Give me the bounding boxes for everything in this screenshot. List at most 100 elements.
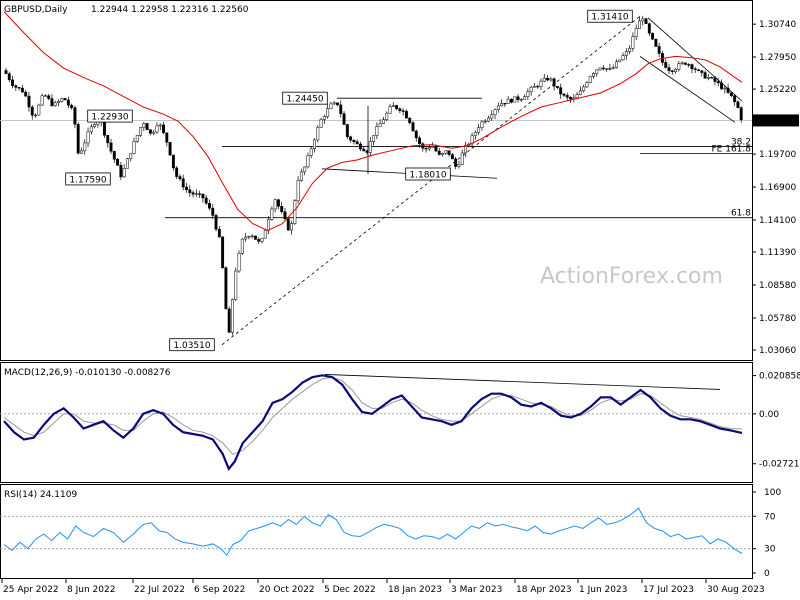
price-label-box [282, 91, 328, 105]
candle-body [546, 77, 550, 81]
candle-body [80, 150, 83, 154]
candle-body [286, 218, 290, 231]
candle-body [424, 147, 428, 150]
candle-body [93, 124, 97, 128]
candle-body [368, 141, 372, 153]
candle-body [329, 103, 333, 109]
candle-body [601, 67, 605, 70]
price-label: 1.22930 [87, 109, 133, 123]
price-label-box [87, 109, 133, 123]
candle-body [211, 207, 215, 216]
candle-body [240, 238, 244, 254]
candle-body [27, 95, 31, 108]
candle-body [723, 87, 727, 90]
candle-body [381, 119, 385, 124]
candle-body [526, 91, 530, 97]
candle-body [401, 110, 405, 112]
candle-body [70, 104, 74, 108]
candle-body [319, 119, 323, 128]
candle-body [549, 78, 553, 81]
candle-body [621, 55, 625, 61]
candle-body [63, 98, 67, 101]
candle-body [119, 165, 123, 178]
candle-body [654, 38, 658, 47]
candle-body [674, 68, 678, 72]
price-label: 1.31410 [587, 9, 633, 23]
price-label-box [405, 167, 451, 181]
candle-body [480, 121, 484, 128]
candle-body [687, 64, 691, 66]
price-panel-frame [0, 0, 753, 361]
rsi-tick-label: 30 [764, 545, 776, 555]
candle-body [513, 96, 517, 103]
candle-body [152, 131, 156, 134]
candle-body [713, 77, 717, 82]
candle-body [273, 199, 277, 210]
candle-body [53, 102, 57, 106]
candle-body [135, 135, 139, 142]
price-panel-title: GBPUSD,Daily [4, 5, 68, 15]
candle-body [263, 229, 267, 239]
current-price-tag [753, 114, 799, 127]
candle-body [575, 94, 579, 99]
candle-body [313, 139, 316, 149]
macd-tick-label: 0.00 [759, 410, 779, 420]
candle-body [247, 236, 251, 238]
candle-body [595, 69, 599, 74]
candle-body [670, 70, 674, 72]
trend-line [639, 56, 736, 123]
price-tick-label: 1.05780 [759, 314, 796, 324]
candle-body [217, 228, 221, 238]
candle-body [129, 153, 133, 160]
candle-body [395, 105, 399, 109]
date-tick-label: 18 Jan 2023 [388, 585, 442, 595]
candle-body [391, 105, 395, 107]
macd-panel-title: MACD(12,26,9) -0.010130 -0.008276 [4, 368, 171, 378]
candle-body [20, 87, 24, 93]
candle-body [194, 193, 198, 195]
date-tick-label: 8 Jun 2022 [67, 585, 115, 595]
price-tick-label: 1.27950 [759, 53, 796, 63]
date-tick-label: 25 Apr 2022 [3, 585, 59, 595]
candle-body [710, 77, 714, 79]
candle-body [89, 126, 93, 133]
candle-body [171, 154, 175, 169]
candle-body [234, 270, 238, 300]
candle-body [342, 113, 346, 125]
candle-body [421, 143, 425, 149]
rsi-tick-label: 100 [764, 488, 781, 498]
candle-body [50, 98, 54, 106]
candle-body [7, 73, 11, 81]
candle-body [326, 108, 330, 117]
candle-body [641, 18, 645, 22]
candle-body [231, 299, 234, 333]
date-tick-label: 3 Mar 2023 [451, 585, 502, 595]
candle-body [86, 131, 90, 144]
macd-tick-label: 0.020858 [759, 372, 800, 382]
candle-body [664, 62, 668, 68]
price-label-box [587, 9, 633, 23]
rsi-tick-label: 0 [764, 569, 770, 579]
price-tick-label: 1.30740 [759, 20, 796, 30]
date-tick-label: 18 Apr 2023 [516, 585, 572, 595]
candle-body [204, 197, 208, 204]
price-tick-label: 1.25220 [759, 85, 796, 95]
candle-body [693, 68, 697, 71]
price-label-text: 1.24450 [286, 95, 323, 105]
candle-body [349, 136, 353, 141]
candle-body [244, 236, 248, 240]
candle-body [14, 85, 18, 88]
candle-body [191, 192, 195, 195]
price-label-text: 1.18010 [409, 170, 446, 180]
date-tick-label: 20 Oct 2022 [259, 585, 315, 595]
candle-body [253, 235, 257, 240]
watermark: ActionForex.com [540, 264, 723, 289]
candle-body [569, 97, 572, 100]
price-tick-label: 1.03060 [759, 346, 796, 356]
price-tick-label: 1.14100 [759, 216, 796, 226]
candle-body [11, 79, 15, 86]
price-label: 1.03510 [169, 338, 215, 351]
candle-body [683, 62, 687, 65]
candle-body [201, 193, 205, 199]
candle-body [720, 82, 723, 90]
